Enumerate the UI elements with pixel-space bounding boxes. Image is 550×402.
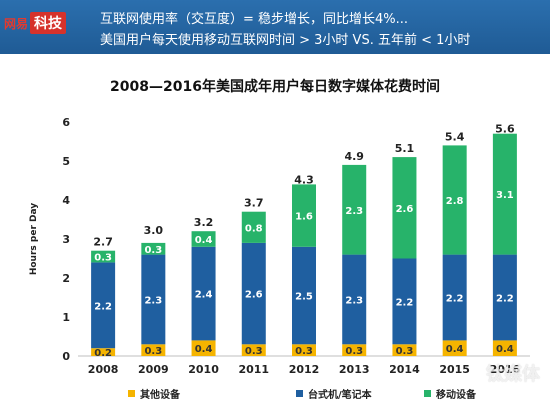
legend-label-other: 其他设备 [140, 390, 180, 401]
data-label: 0.3 [144, 245, 162, 256]
data-label: 0.4 [195, 235, 213, 246]
data-label: 0.3 [144, 346, 162, 357]
total-label: 4.9 [344, 150, 364, 163]
data-label: 0.3 [245, 346, 263, 357]
total-label: 3.0 [144, 224, 164, 237]
bar-segment-desktop [91, 262, 116, 349]
legend-item-mobile: 移动设备 [424, 386, 476, 401]
data-label: 0.2 [94, 348, 112, 359]
bar-segment-desktop [492, 254, 517, 341]
total-label: 5.4 [445, 130, 465, 143]
bar-segment-other [241, 344, 266, 356]
x-tick-label: 2009 [138, 363, 169, 376]
x-tick-label: 2008 [88, 363, 119, 376]
bar-segment-mobile [392, 157, 417, 259]
data-label: 0.3 [345, 346, 363, 357]
data-label: 0.4 [446, 344, 464, 355]
total-label: 2.7 [93, 236, 113, 249]
watermark-logo: 钛媒体 [486, 364, 540, 385]
data-label: 2.2 [496, 294, 514, 305]
header-banner: 网易 科技 互联网使用率（交互度）= 稳步增长，同比增长4%... 美国用户每天… [0, 0, 550, 54]
legend-label-mobile: 移动设备 [436, 390, 476, 401]
data-label: 2.6 [396, 204, 414, 215]
x-tick-label: 2016 [490, 363, 521, 376]
data-label: 0.8 [245, 223, 263, 234]
legend-swatch-mobile [424, 390, 431, 397]
data-label: 1.6 [295, 212, 313, 223]
bar-segment-other [392, 344, 417, 356]
chart-legend: 其他设备 台式机/笔记本 移动设备 [0, 386, 550, 401]
bar-segment-mobile [91, 250, 116, 263]
data-label: 2.2 [94, 301, 112, 312]
total-label: 3.2 [194, 216, 214, 229]
bar-segment-desktop [141, 254, 166, 345]
data-label: 0.4 [195, 344, 213, 355]
data-label: 0.4 [496, 344, 514, 355]
brand-logo-text-a: 网易 [4, 16, 29, 31]
bar-segment-mobile [241, 211, 266, 243]
x-tick-label: 2013 [339, 363, 370, 376]
x-tick-label: 2015 [439, 363, 470, 376]
data-label: 0.3 [396, 346, 414, 357]
legend-swatch-other [128, 390, 135, 397]
data-label: 0.3 [94, 253, 112, 264]
legend-label-desktop: 台式机/笔记本 [308, 390, 372, 401]
data-label: 2.2 [446, 294, 464, 305]
total-label: 3.7 [244, 197, 264, 210]
data-label: 2.2 [396, 297, 414, 308]
data-label: 2.3 [144, 295, 162, 306]
y-tick-label: 6 [62, 116, 70, 129]
data-label: 0.3 [295, 346, 313, 357]
x-tick-label: 2011 [238, 363, 269, 376]
bar-segment-other [141, 344, 166, 356]
data-label: 2.3 [345, 206, 363, 217]
data-label: 3.1 [496, 190, 514, 201]
bar-segment-other [91, 348, 116, 356]
brand-logo-text-b: 科技 [30, 12, 67, 34]
bar-segment-mobile [492, 133, 517, 255]
y-tick-label: 1 [62, 311, 70, 324]
bar-segment-mobile [191, 231, 216, 247]
bar-segment-mobile [342, 164, 367, 255]
x-tick-label: 2012 [289, 363, 320, 376]
bar-segment-desktop [442, 254, 467, 341]
data-label: 2.6 [245, 290, 263, 301]
data-label: 2.4 [195, 290, 213, 301]
brand-logo: 网易 科技 [4, 11, 67, 35]
header-line-2: 美国用户每天使用移动互联网时间 > 3小时 VS. 五年前 < 1小时 [100, 33, 471, 48]
data-label: 2.8 [446, 196, 464, 207]
y-tick-label: 3 [62, 233, 70, 246]
data-label: 2.3 [345, 295, 363, 306]
bar-segment-mobile [141, 242, 166, 255]
total-label: 5.1 [395, 142, 415, 155]
x-tick-label: 2014 [389, 363, 420, 376]
bar-segment-other [492, 340, 517, 356]
x-tick-label: 2010 [188, 363, 219, 376]
legend-swatch-desktop [296, 390, 303, 397]
y-tick-label: 4 [62, 194, 70, 207]
bar-segment-other [292, 344, 316, 356]
bar-segment-desktop [241, 242, 266, 345]
bar-segment-desktop [392, 258, 417, 345]
bar-segment-desktop [292, 246, 316, 345]
y-tick-label: 2 [62, 272, 70, 285]
bar-segment-mobile [442, 145, 467, 255]
bar-segment-desktop [342, 254, 367, 345]
chart-title: 2008—2016年美国成年用户每日数字媒体花费时间 [110, 79, 440, 95]
data-label: 2.5 [295, 292, 313, 303]
header-line-1: 互联网使用率（交互度）= 稳步增长，同比增长4%... [100, 12, 409, 27]
y-tick-label: 0 [62, 350, 70, 363]
bar-segment-desktop [191, 246, 216, 341]
bar-segment-other [442, 340, 467, 356]
y-tick-label: 5 [62, 155, 70, 168]
bar-segment-mobile [292, 184, 316, 247]
bar-segment-other [191, 340, 216, 356]
y-axis-label: Hours per Day [29, 203, 39, 275]
legend-item-other: 其他设备 [128, 386, 180, 401]
legend-item-desktop: 台式机/笔记本 [296, 386, 372, 401]
bar-segment-other [342, 344, 367, 356]
total-label: 4.3 [294, 173, 314, 186]
total-label: 5.6 [495, 123, 515, 136]
